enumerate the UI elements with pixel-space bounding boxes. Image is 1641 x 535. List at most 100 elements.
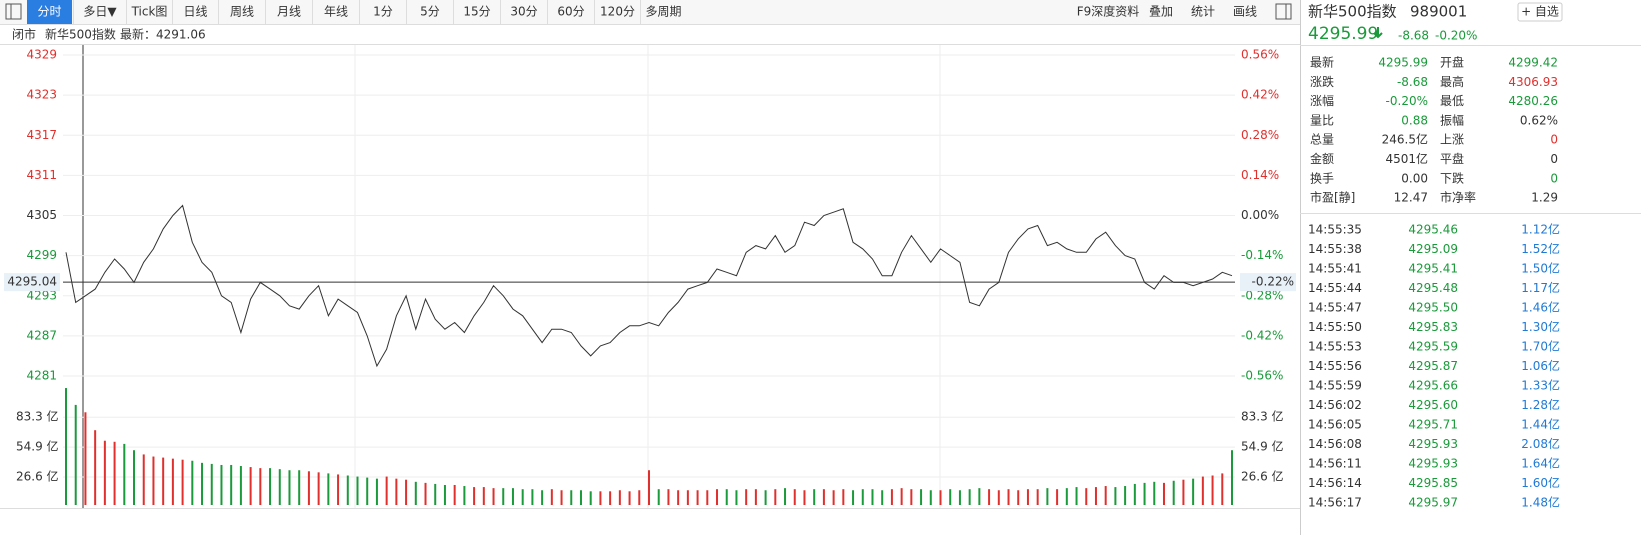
tab[interactable]: 年线	[324, 5, 348, 19]
tool[interactable]: 画线	[1233, 5, 1257, 19]
stat-label: 平盘	[1440, 151, 1464, 166]
volume-bar	[434, 483, 437, 505]
stat-label: 振幅	[1440, 112, 1464, 127]
stat-value: 0	[1550, 171, 1558, 185]
tab[interactable]: 多日▼	[83, 5, 117, 19]
trade-time: 14:55:56	[1308, 359, 1362, 373]
stat-label: 开盘	[1440, 55, 1464, 70]
volume-bar	[1114, 487, 1117, 505]
volume-bar	[667, 489, 670, 505]
trade-volume: 1.44亿	[1521, 417, 1560, 432]
volume-bar	[735, 490, 738, 505]
stat-value: 4280.26	[1508, 94, 1558, 108]
volume-bar	[1026, 489, 1029, 505]
quote-change: -8.68	[1398, 29, 1429, 43]
quote-code: 989001	[1410, 3, 1467, 21]
volume-bar	[356, 476, 359, 505]
volume-bar	[1094, 487, 1097, 505]
tab[interactable]: 5分	[420, 5, 440, 19]
tab[interactable]: 60分	[557, 5, 584, 19]
volume-bar	[1085, 488, 1088, 505]
volume-bar	[958, 490, 961, 505]
tab[interactable]: 30分	[510, 5, 537, 19]
trade-time: 14:55:59	[1308, 379, 1362, 393]
volume-bar	[813, 489, 816, 505]
y-tick-label: 4317	[26, 128, 57, 142]
stat-value: 12.47	[1394, 191, 1428, 205]
stat-label: 量比	[1310, 113, 1334, 127]
tab[interactable]: 月线	[277, 5, 301, 19]
volume-bar	[1192, 478, 1195, 505]
volume-bar	[385, 476, 388, 505]
stat-value: 0.88	[1401, 113, 1428, 127]
trade-time: 14:56:02	[1308, 398, 1362, 412]
trade-price: 4295.97	[1408, 496, 1458, 510]
tab[interactable]: 120分	[600, 5, 635, 19]
volume-bar	[366, 477, 369, 505]
volume-bar	[978, 488, 981, 505]
volume-bar	[443, 484, 446, 505]
quote-price: 4295.99	[1308, 24, 1378, 44]
tab-active[interactable]	[27, 0, 72, 24]
volume-bar	[327, 473, 330, 505]
vol-tick-label-right: 54.9 亿	[1241, 439, 1284, 454]
volume-bar	[492, 488, 495, 505]
watch-button[interactable]	[1517, 2, 1563, 22]
y-tick-label: 4323	[26, 88, 57, 102]
stat-label: 最新	[1310, 55, 1334, 70]
tool[interactable]: 统计	[1191, 5, 1215, 19]
trade-price: 4295.41	[1408, 262, 1458, 276]
trade-price: 4295.66	[1408, 379, 1458, 393]
volume-bar	[968, 489, 971, 505]
tab[interactable]: Tick图	[131, 5, 168, 19]
volume-bar	[307, 471, 310, 505]
volume-bar	[939, 490, 942, 505]
y-tick-label: 4287	[26, 328, 57, 342]
volume-bar	[84, 412, 87, 505]
volume-bar	[988, 489, 991, 505]
trade-time: 14:55:44	[1308, 281, 1362, 295]
volume-bar	[210, 463, 213, 505]
volume-bar	[1056, 489, 1059, 505]
sidebar-toggle[interactable]	[5, 3, 22, 20]
volume-bar	[871, 489, 874, 505]
tab[interactable]: 1分	[373, 5, 393, 19]
volume-bar	[890, 489, 893, 505]
volume-bar	[949, 489, 952, 505]
tab[interactable]: 多周期	[645, 5, 681, 19]
stat-value: 4501亿	[1385, 151, 1428, 166]
trade-time: 14:56:11	[1308, 457, 1362, 471]
down-arrow	[1373, 27, 1383, 39]
panel-toggle[interactable]	[1275, 3, 1292, 20]
volume-bar	[1182, 479, 1185, 505]
volume-bar	[716, 489, 719, 505]
volume-bar	[706, 490, 709, 505]
stat-value: 0.00	[1401, 171, 1428, 185]
volume-bar	[317, 472, 320, 505]
y2-tick-label: 0.00%	[1241, 208, 1279, 222]
volume-bar	[1201, 476, 1204, 505]
volume-bar	[142, 454, 145, 505]
volume-bar	[1007, 489, 1010, 505]
tool[interactable]: 叠加	[1149, 5, 1173, 19]
volume-bar	[531, 489, 534, 505]
volume-bar	[589, 491, 592, 505]
trade-time: 14:55:38	[1308, 242, 1362, 256]
volume-bar	[822, 489, 825, 505]
trade-volume: 1.64亿	[1521, 456, 1560, 471]
volume-bar	[579, 490, 582, 505]
tab[interactable]: 分时	[37, 5, 61, 19]
volume-bar	[745, 489, 748, 505]
volume-bar	[405, 479, 408, 505]
volume-bar	[550, 489, 553, 505]
volume-bar	[162, 457, 165, 505]
volume-bar	[424, 482, 427, 505]
volume-bar	[220, 464, 223, 505]
tab[interactable]: 15分	[463, 5, 490, 19]
tab[interactable]: 周线	[230, 5, 254, 19]
tool[interactable]: F9深度资料	[1077, 4, 1140, 19]
vol-tick-label: 26.6 亿	[16, 468, 59, 483]
tab[interactable]: 日线	[183, 5, 207, 19]
volume-bar	[1162, 482, 1165, 505]
